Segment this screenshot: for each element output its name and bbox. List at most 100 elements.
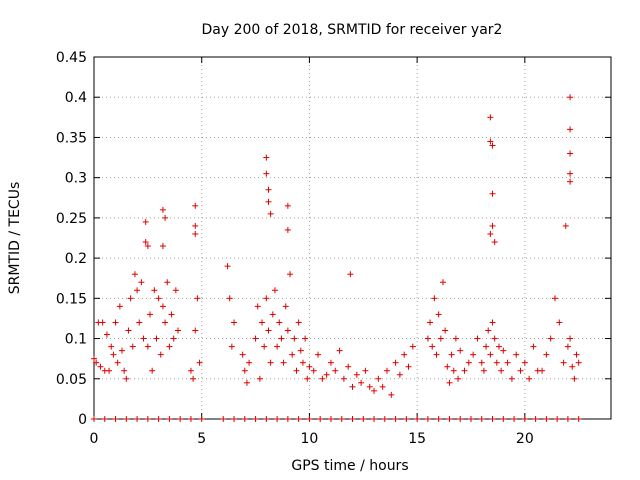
data-point [149,367,156,374]
data-point [256,375,263,382]
data-point [556,319,563,326]
data-point [172,287,179,294]
data-point [142,239,149,246]
data-point [530,343,537,350]
data-point [489,142,496,149]
data-point [491,239,498,246]
data-point [465,359,472,366]
data-point [338,416,345,422]
data-point [485,327,492,334]
x-tick-label: 5 [197,431,206,447]
data-point [91,416,97,422]
data-point [575,416,582,422]
x-tick-label: 20 [516,431,534,447]
data-point [252,416,259,422]
data-point [500,347,507,354]
data-point [470,351,477,358]
data-point [129,343,136,350]
y-tick-label: 0.35 [56,130,87,146]
data-point [424,416,431,422]
data-point [567,335,574,342]
data-point [517,367,524,374]
data-point [121,367,128,374]
data-point [487,351,494,358]
y-axis-label: SRMTID / TECUs [7,182,23,295]
data-point [409,343,416,350]
data-point [405,363,412,370]
data-point [444,363,451,370]
data-point [478,359,485,366]
data-point [487,114,494,121]
data-point [500,416,507,422]
data-point [155,416,162,422]
data-point [489,190,496,197]
data-point [166,343,173,350]
data-point [119,347,126,354]
data-point [299,359,306,366]
data-point [194,295,201,302]
data-point [114,359,121,366]
data-point [144,416,151,422]
data-point [295,416,302,422]
data-point [291,335,298,342]
data-point [336,347,343,354]
data-point [489,416,496,422]
data-point [567,150,574,157]
data-point [448,351,455,358]
data-point [106,367,113,374]
data-point [246,359,253,366]
x-tick-label: 0 [90,431,99,447]
data-point [263,295,270,302]
data-point [573,351,580,358]
data-point [241,367,248,374]
data-point [192,230,199,237]
data-point [284,327,291,334]
data-point [123,375,130,382]
data-point [480,367,487,374]
data-point [123,416,130,422]
data-point [243,379,250,386]
data-point [267,210,274,217]
data-point [455,375,462,382]
data-point [144,243,151,250]
data-point [429,343,436,350]
data-point [192,202,199,209]
data-point [239,351,246,358]
data-point [220,416,227,422]
data-point [274,416,281,422]
data-point [467,416,474,422]
data-point [319,375,326,382]
data-point [362,367,369,374]
data-point [261,343,268,350]
data-point [414,416,421,422]
data-point [164,279,171,286]
data-point [575,359,582,366]
data-point [539,367,546,374]
data-point [159,303,166,310]
data-point [131,271,138,278]
x-axis-label: GPS time / hours [291,458,408,474]
data-point [297,347,304,354]
data-point [379,383,386,390]
data-point [282,303,289,310]
data-point [187,367,194,374]
data-point [99,319,106,326]
data-point [170,335,177,342]
data-point [127,295,134,302]
data-point [353,371,360,378]
data-point [93,359,100,366]
data-point [457,347,464,354]
data-point [508,375,515,382]
data-point [103,331,110,338]
data-point [504,359,511,366]
data-point [493,359,500,366]
data-point [136,319,143,326]
data-point [396,371,403,378]
data-point [278,335,285,342]
data-point [360,416,367,422]
data-point [134,416,141,422]
data-point [474,335,481,342]
data-point [521,416,528,422]
data-point [371,416,378,422]
data-point [526,375,533,382]
